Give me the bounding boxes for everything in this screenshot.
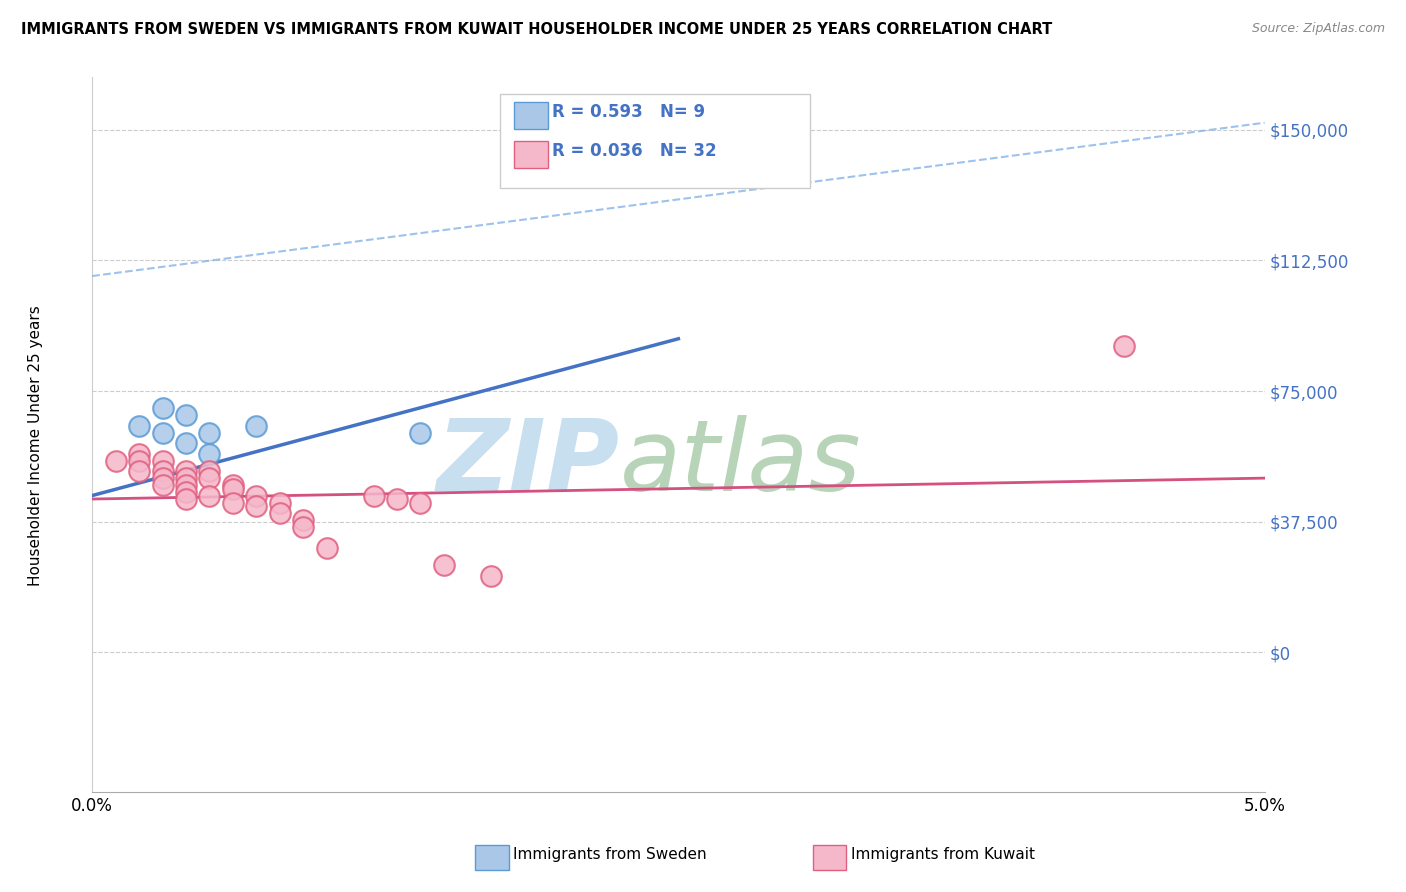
Point (222, 482, 245, 496)
Point (433, 558, 456, 573)
Point (198, 489, 221, 503)
Point (409, 495, 432, 509)
Point (174, 464, 197, 478)
Point (269, 495, 291, 509)
Point (152, 401, 174, 416)
Point (198, 464, 221, 478)
Text: Immigrants from Sweden: Immigrants from Sweden (513, 847, 707, 862)
Point (174, 478, 197, 492)
Text: Source: ZipAtlas.com: Source: ZipAtlas.com (1251, 22, 1385, 36)
Point (104, 453, 127, 467)
Point (315, 541, 337, 555)
Point (479, 568, 502, 582)
Point (292, 520, 315, 534)
Point (174, 491, 197, 506)
Point (174, 409, 197, 423)
Text: ZIP: ZIP (437, 415, 620, 512)
Text: Immigrants from Kuwait: Immigrants from Kuwait (851, 847, 1035, 862)
Text: IMMIGRANTS FROM SWEDEN VS IMMIGRANTS FROM KUWAIT HOUSEHOLDER INCOME UNDER 25 YEA: IMMIGRANTS FROM SWEDEN VS IMMIGRANTS FRO… (21, 22, 1052, 37)
Point (198, 425, 221, 440)
Point (292, 513, 315, 527)
Point (152, 425, 174, 440)
Text: Householder Income Under 25 years: Householder Income Under 25 years (28, 306, 42, 586)
Point (245, 499, 267, 513)
Point (128, 447, 150, 461)
Point (198, 447, 221, 461)
Point (152, 471, 174, 485)
Point (385, 491, 408, 506)
Point (152, 464, 174, 478)
Text: atlas: atlas (620, 415, 862, 512)
Point (222, 478, 245, 492)
Point (409, 425, 432, 440)
Point (152, 453, 174, 467)
Point (222, 495, 245, 509)
Point (174, 485, 197, 500)
Point (128, 453, 150, 467)
Point (245, 489, 267, 503)
Point (198, 471, 221, 485)
Point (128, 464, 150, 478)
Point (269, 506, 291, 520)
Point (152, 478, 174, 492)
Point (128, 418, 150, 433)
Text: R = 0.036   N= 32: R = 0.036 N= 32 (553, 142, 717, 160)
Point (174, 436, 197, 450)
Point (245, 418, 267, 433)
Point (1112, 339, 1135, 353)
Point (174, 471, 197, 485)
Text: R = 0.593   N= 9: R = 0.593 N= 9 (553, 103, 706, 121)
Point (363, 489, 385, 503)
